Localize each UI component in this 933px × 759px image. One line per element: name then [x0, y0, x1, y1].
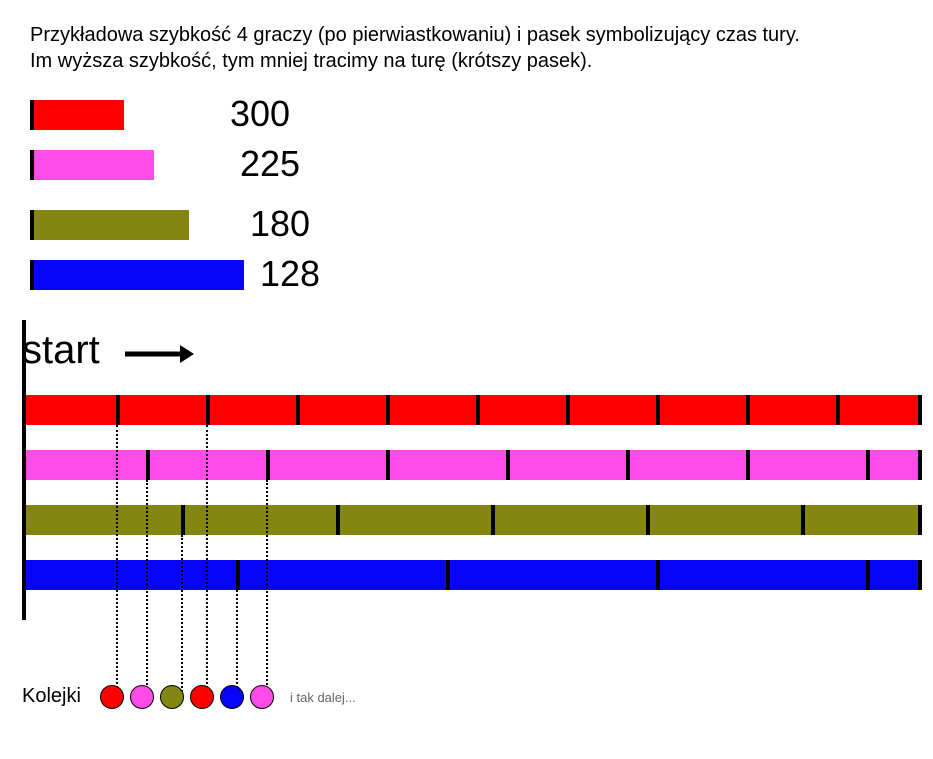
- timeline-tick: [386, 450, 390, 480]
- queue-etc: i tak dalej...: [290, 690, 356, 705]
- timeline-tick: [918, 450, 922, 480]
- queue-dot: [130, 685, 154, 709]
- speed-bar: [30, 210, 189, 240]
- queue-dot: [250, 685, 274, 709]
- queue-dot: [190, 685, 214, 709]
- speed-bar: [30, 100, 124, 130]
- dotted-connector: [266, 480, 268, 696]
- timeline-tick: [116, 395, 120, 425]
- timeline-tick: [476, 395, 480, 425]
- timeline-tick: [296, 395, 300, 425]
- speed-value: 225: [240, 146, 300, 182]
- timeline-tick: [236, 560, 240, 590]
- timeline-tick: [626, 450, 630, 480]
- arrow-right-icon: [125, 342, 194, 366]
- timeline-tick: [336, 505, 340, 535]
- timeline-tick: [656, 395, 660, 425]
- speed-value: 300: [230, 96, 290, 132]
- timeline-tick: [146, 450, 150, 480]
- timeline-tick: [918, 395, 922, 425]
- speed-value: 128: [260, 256, 320, 292]
- timeline-track: [26, 395, 922, 425]
- description-line1: Przykładowa szybkość 4 graczy (po pierwi…: [30, 22, 800, 48]
- timeline-tick: [646, 505, 650, 535]
- timeline-tick: [491, 505, 495, 535]
- speed-bar: [30, 260, 244, 290]
- timeline-tick: [206, 395, 210, 425]
- timeline-tick: [866, 560, 870, 590]
- timeline-track: [26, 560, 922, 590]
- start-label: start: [22, 330, 100, 370]
- timeline-tick: [656, 560, 660, 590]
- timeline-track: [26, 450, 922, 480]
- dotted-connector: [116, 425, 118, 696]
- dotted-connector: [181, 535, 183, 696]
- speed-value: 180: [250, 206, 310, 242]
- timeline-tick: [266, 450, 270, 480]
- timeline-track: [26, 505, 922, 535]
- timeline-tick: [836, 395, 840, 425]
- timeline-tick: [866, 450, 870, 480]
- timeline-tick: [446, 560, 450, 590]
- timeline-tick: [918, 505, 922, 535]
- timeline-tick: [506, 450, 510, 480]
- timeline-tick: [181, 505, 185, 535]
- queue-dot: [220, 685, 244, 709]
- dotted-connector: [146, 480, 148, 696]
- speed-bar: [30, 150, 154, 180]
- timeline-tick: [386, 395, 390, 425]
- timeline-tick: [918, 560, 922, 590]
- timeline-tick: [566, 395, 570, 425]
- description: Przykładowa szybkość 4 graczy (po pierwi…: [30, 22, 800, 74]
- timeline-tick: [746, 450, 750, 480]
- description-line2: Im wyższa szybkość, tym mniej tracimy na…: [30, 48, 800, 74]
- queue-dot: [160, 685, 184, 709]
- timeline-tick: [801, 505, 805, 535]
- queue-label: Kolejki: [22, 685, 81, 708]
- timeline-tick: [746, 395, 750, 425]
- queue-dot: [100, 685, 124, 709]
- dotted-connector: [236, 590, 238, 696]
- dotted-connector: [206, 425, 208, 696]
